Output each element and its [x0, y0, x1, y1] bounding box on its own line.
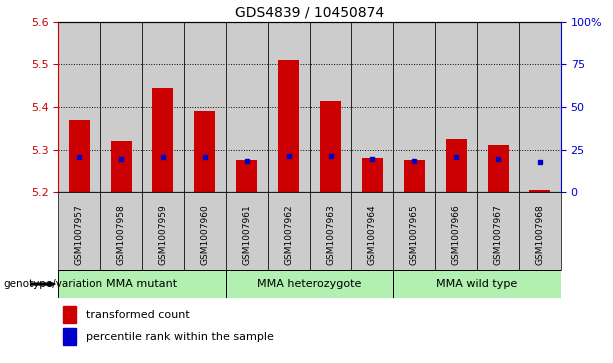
Text: GSM1007960: GSM1007960 [200, 204, 210, 265]
Bar [362, 158, 383, 192]
Text: GSM1007959: GSM1007959 [158, 204, 167, 265]
Bar [435, 192, 477, 270]
Bar [69, 120, 89, 192]
Bar [63, 328, 76, 345]
Text: GSM1007961: GSM1007961 [242, 204, 251, 265]
Bar [226, 22, 268, 192]
Bar [194, 111, 215, 192]
Bar [226, 192, 268, 270]
Bar [142, 192, 184, 270]
Bar [351, 22, 394, 192]
Bar [110, 141, 132, 192]
Bar [477, 192, 519, 270]
Bar [477, 22, 519, 192]
Text: GSM1007957: GSM1007957 [75, 204, 84, 265]
Bar [351, 192, 394, 270]
Text: GSM1007962: GSM1007962 [284, 204, 293, 265]
Text: GSM1007964: GSM1007964 [368, 204, 377, 265]
Bar [226, 270, 394, 298]
Title: GDS4839 / 10450874: GDS4839 / 10450874 [235, 5, 384, 19]
Bar [310, 192, 351, 270]
Bar [530, 190, 550, 192]
Bar [184, 192, 226, 270]
Text: GSM1007967: GSM1007967 [493, 204, 503, 265]
Bar [487, 146, 509, 192]
Bar [268, 22, 310, 192]
Bar [236, 160, 257, 192]
Text: GSM1007963: GSM1007963 [326, 204, 335, 265]
Text: GSM1007966: GSM1007966 [452, 204, 461, 265]
Bar [184, 22, 226, 192]
Bar [100, 22, 142, 192]
Bar [310, 22, 351, 192]
Text: GSM1007968: GSM1007968 [535, 204, 544, 265]
Bar [58, 192, 100, 270]
Bar [519, 192, 561, 270]
Bar [519, 22, 561, 192]
Bar [394, 22, 435, 192]
Text: genotype/variation: genotype/variation [3, 279, 102, 289]
Bar [58, 22, 100, 192]
Text: GSM1007965: GSM1007965 [409, 204, 419, 265]
Bar [153, 88, 173, 192]
Bar [394, 270, 561, 298]
Bar [100, 192, 142, 270]
Bar [320, 101, 341, 192]
Bar [268, 192, 310, 270]
Text: MMA mutant: MMA mutant [107, 279, 178, 289]
Text: MMA wild type: MMA wild type [436, 279, 518, 289]
Bar [435, 22, 477, 192]
Text: transformed count: transformed count [86, 310, 189, 319]
Text: percentile rank within the sample: percentile rank within the sample [86, 332, 274, 342]
Bar [63, 306, 76, 323]
Bar [278, 60, 299, 192]
Bar [446, 139, 466, 192]
Text: GSM1007958: GSM1007958 [116, 204, 126, 265]
Bar [142, 22, 184, 192]
Bar [58, 270, 226, 298]
Bar [404, 160, 425, 192]
Text: MMA heterozygote: MMA heterozygote [257, 279, 362, 289]
Bar [394, 192, 435, 270]
